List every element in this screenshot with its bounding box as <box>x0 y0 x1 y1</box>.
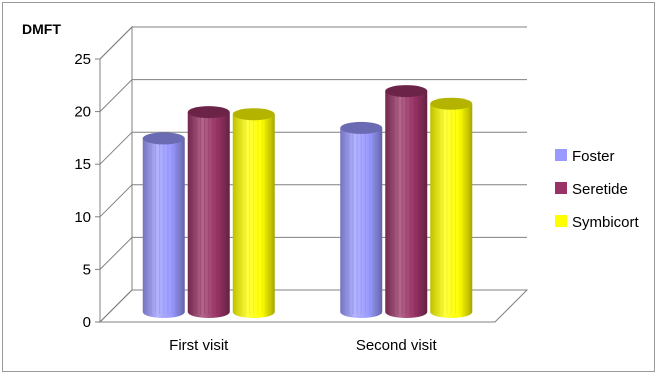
legend-swatch-symbicort <box>555 215 567 227</box>
legend-swatch-foster <box>555 149 567 161</box>
bar-body <box>430 103 473 318</box>
y-tick-labels: 0 5 10 15 20 25 <box>74 51 91 331</box>
y-tick-label: 10 <box>74 209 91 226</box>
legend-label-foster: Foster <box>572 148 615 165</box>
legend: Foster Seretide Symbicort <box>555 148 640 231</box>
bar-body <box>142 138 185 318</box>
bar-seretide-1 <box>187 106 230 319</box>
bar-top <box>187 106 230 119</box>
bar-top <box>385 85 428 98</box>
bar-top <box>430 97 473 110</box>
bar-top <box>232 108 275 121</box>
bar-body <box>232 114 275 318</box>
y-tick-label: 20 <box>74 104 91 121</box>
legend-label-symbicort: Symbicort <box>572 214 640 231</box>
x-tick-label: First visit <box>169 337 229 354</box>
bar-foster-2 <box>340 121 383 319</box>
bar-symbicort-2 <box>430 97 473 318</box>
y-tick-label: 15 <box>74 156 91 173</box>
legend-swatch-seretide <box>555 182 567 194</box>
y-tick-label: 0 <box>83 314 91 331</box>
bar-top <box>340 121 383 134</box>
bar-body <box>385 91 428 318</box>
x-tick-label: Second visit <box>356 337 438 354</box>
bar-body <box>340 127 383 319</box>
y-tick-label: 5 <box>83 261 91 278</box>
bar-seretide-2 <box>385 85 428 318</box>
bar-symbicort-1 <box>232 108 275 318</box>
side-wall <box>99 25 133 324</box>
y-axis-label: DMFT <box>22 21 61 37</box>
bar-body <box>187 112 230 319</box>
y-tick-label: 25 <box>74 51 91 68</box>
bar-foster-1 <box>142 132 185 318</box>
x-tick-labels: First visit Second visit <box>169 337 437 354</box>
legend-label-seretide: Seretide <box>572 181 628 198</box>
gridline <box>99 26 527 60</box>
bar-top <box>142 132 185 145</box>
gridline <box>99 79 527 112</box>
bars <box>142 85 473 319</box>
